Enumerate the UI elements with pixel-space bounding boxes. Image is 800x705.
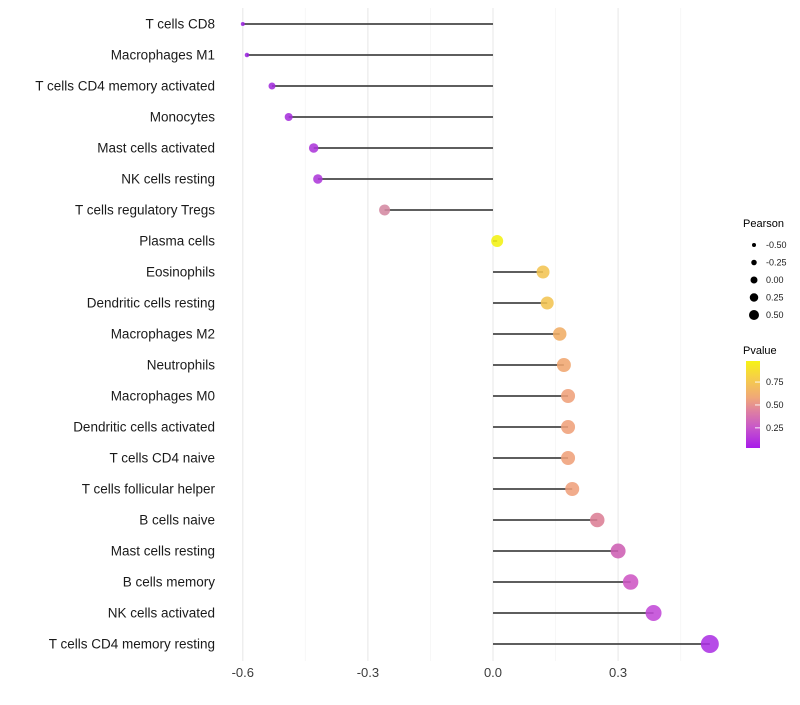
lollipop-dot: [590, 512, 605, 528]
lollipop-dot: [610, 543, 626, 559]
category-label: Dendritic cells resting: [87, 296, 215, 311]
pearson-legend-dot: [751, 259, 757, 266]
pearson-legend-label: 0.50: [766, 310, 784, 320]
pearson-legend-title: Pearson: [743, 218, 784, 230]
lollipop-dot: [536, 265, 550, 279]
lollipop-dot: [645, 605, 662, 621]
pvalue-colorbar: [746, 361, 760, 448]
pearson-legend-label: 0.00: [766, 275, 784, 285]
category-label: NK cells resting: [121, 172, 215, 187]
pearson-legend-dot: [750, 276, 758, 284]
lollipop-dot: [308, 143, 319, 153]
lollipop-dot: [565, 482, 580, 496]
pvalue-legend-title: Pvalue: [743, 345, 777, 357]
pvalue-tick-label: 0.50: [766, 400, 784, 410]
category-label: Plasma cells: [139, 234, 215, 249]
lollipop-dot: [561, 420, 576, 434]
category-label: Macrophages M0: [111, 389, 215, 404]
lollipop-dot: [540, 296, 554, 310]
x-tick-label: 0.3: [609, 665, 627, 680]
category-label: Dendritic cells activated: [73, 420, 215, 435]
lollipop-dot: [244, 52, 250, 58]
category-label: T cells CD4 naive: [109, 451, 215, 466]
pearson-legend-label: -0.50: [766, 240, 787, 250]
category-label: T cells CD4 memory resting: [49, 637, 215, 652]
pvalue-tick-label: 0.25: [766, 423, 784, 433]
lollipop-dot: [561, 451, 576, 465]
lollipop-dot: [379, 204, 391, 216]
lollipop-dot: [622, 574, 639, 590]
category-label: Macrophages M2: [111, 327, 215, 342]
x-tick-label: -0.3: [357, 665, 379, 680]
category-label: T cells regulatory Tregs: [75, 203, 215, 218]
category-label: Monocytes: [150, 110, 216, 125]
pvalue-tick-label: 0.75: [766, 377, 784, 387]
category-label: B cells memory: [123, 575, 216, 590]
pearson-legend-label: 0.25: [766, 293, 784, 303]
x-tick-label: 0.0: [484, 665, 502, 680]
lollipop-dot: [561, 389, 576, 403]
category-label: Macrophages M1: [111, 48, 215, 63]
x-tick-label: -0.6: [232, 665, 254, 680]
lollipop-dot: [268, 82, 276, 90]
category-label: Eosinophils: [146, 265, 215, 280]
lollipop-dot: [552, 327, 567, 341]
category-label: T cells CD8: [145, 17, 215, 32]
lollipop-dot: [556, 358, 571, 372]
category-label: NK cells activated: [108, 606, 215, 621]
pearson-legend-dot: [749, 293, 759, 302]
pearson-legend-label: -0.25: [766, 258, 787, 268]
lollipop-dot: [313, 174, 323, 184]
lollipop-dot: [284, 113, 293, 121]
category-label: T cells follicular helper: [82, 482, 216, 497]
pearson-legend-dot: [749, 310, 759, 320]
lollipop-dot: [240, 22, 245, 26]
category-label: T cells CD4 memory activated: [35, 79, 215, 94]
pearson-legend-dot: [752, 243, 756, 247]
category-label: B cells naive: [139, 513, 215, 528]
category-label: Mast cells activated: [97, 141, 215, 156]
lollipop-dot: [491, 235, 504, 247]
category-label: Mast cells resting: [111, 544, 215, 559]
lollipop-dot: [700, 635, 719, 653]
category-label: Neutrophils: [147, 358, 216, 373]
